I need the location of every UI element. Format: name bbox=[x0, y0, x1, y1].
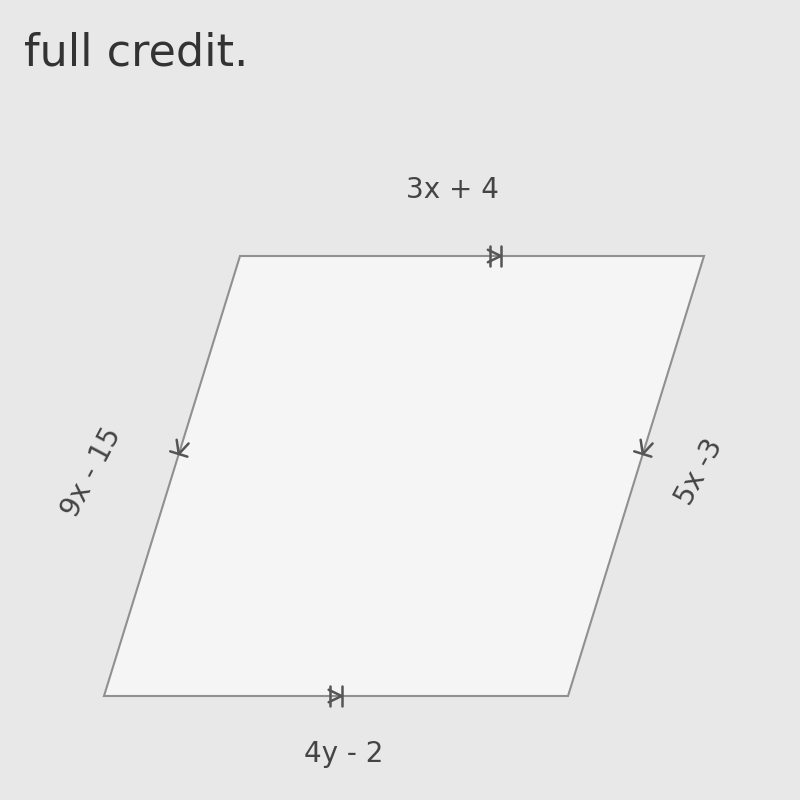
Text: 3x + 4: 3x + 4 bbox=[406, 176, 498, 204]
Text: 4y - 2: 4y - 2 bbox=[304, 740, 384, 768]
Polygon shape bbox=[104, 256, 704, 696]
Text: 5x -3: 5x -3 bbox=[671, 434, 729, 510]
Text: 9x - 15: 9x - 15 bbox=[57, 422, 127, 522]
Text: full credit.: full credit. bbox=[24, 32, 248, 75]
